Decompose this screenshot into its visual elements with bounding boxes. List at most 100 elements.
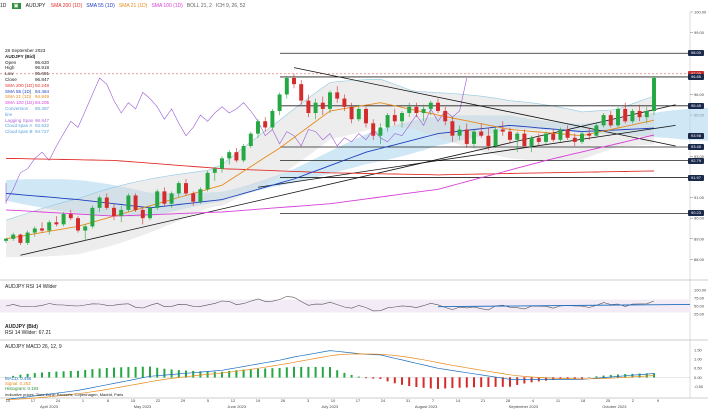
x-tick-label: 1 — [82, 398, 85, 403]
ohlc-row: Conversion line 95.387 — [5, 106, 65, 118]
ohlc-value: 95.387 — [35, 105, 50, 111]
candle-body — [162, 191, 167, 204]
candle-body — [644, 110, 649, 118]
rsi-tick-label: 25.00 — [694, 312, 705, 317]
candle-body — [407, 106, 412, 114]
macd-histogram-bar — [516, 377, 519, 385]
candle-body — [335, 92, 340, 99]
candle-body — [241, 146, 246, 161]
candle-body — [320, 102, 325, 109]
macd-histogram-bar — [350, 374, 353, 378]
candle-body — [342, 98, 347, 107]
x-month-label: October 2023 — [602, 404, 627, 409]
macd-histogram-bar — [343, 372, 346, 378]
indicator-legend-item[interactable]: SMA 200 (1D) — [50, 3, 83, 9]
candle-body — [580, 133, 584, 142]
macd-tick-label: 0.50 — [694, 366, 703, 371]
macd-histogram-bar — [465, 377, 468, 388]
timeframe-label[interactable]: 1D — [0, 3, 7, 9]
indicator-legend-item[interactable]: SMA 55 (1D) — [86, 3, 115, 9]
candle-body — [184, 183, 188, 194]
x-month-label: April 2023 — [40, 404, 59, 409]
candle-body — [378, 127, 383, 136]
ohlc-value: 94.949 — [35, 94, 50, 100]
candle-body — [565, 129, 570, 138]
candle-body — [630, 110, 635, 122]
macd-histogram-bar — [509, 377, 511, 387]
candle-body — [313, 102, 318, 114]
ohlc-value: 96.847 — [35, 76, 50, 82]
macd-histogram-bar — [429, 377, 432, 389]
x-tick-label: 19 — [256, 398, 261, 403]
candle-body — [248, 133, 253, 146]
macd-histogram-bar — [595, 376, 598, 378]
price-level-box[interactable]: 97.00 — [688, 70, 704, 77]
x-tick-label: 29 — [181, 398, 186, 403]
x-tick-label: 8 — [107, 398, 110, 403]
macd-histogram-bar — [653, 373, 655, 378]
indicator-legend: SMA 200 (1D) SMA 55 (1D) SMA 21 (1D) SMA 10… — [51, 3, 250, 9]
x-tick-label: 14 — [456, 398, 461, 403]
candle-body — [119, 209, 124, 217]
candle-body — [594, 125, 599, 136]
candle-body — [299, 84, 304, 101]
x-tick-label: 5 — [207, 398, 210, 403]
candle-body — [450, 121, 455, 136]
symbol-label[interactable]: AUDJPY — [25, 3, 46, 9]
macd-histogram-bar — [314, 366, 317, 378]
ohlc-key: Cloud span A — [5, 123, 33, 129]
ohlc-key: Open — [5, 59, 17, 65]
macd-histogram-bar — [365, 377, 367, 379]
candle-body — [392, 115, 397, 122]
price-level-box[interactable]: 98.00 — [688, 50, 704, 57]
candle-body — [191, 193, 196, 202]
macd-histogram-bar — [336, 370, 339, 378]
ohlc-title: AUDJPY (Bid) — [5, 53, 36, 59]
macd-histogram-bar — [69, 371, 72, 378]
ohlc-key: SMA 55 (1D) — [5, 88, 32, 94]
macd-histogram-bar — [163, 368, 166, 378]
candle-body — [486, 135, 491, 146]
symbol-badge[interactable]: ▣ — [11, 3, 21, 9]
macd-histogram-bar — [300, 366, 303, 378]
ohlc-row: Open 95.620 — [5, 60, 65, 66]
ohlc-key: SMA 200 (1D) — [5, 82, 34, 88]
indicator-legend-item[interactable]: BOLL 21, 2 — [186, 3, 212, 9]
candle-body — [54, 222, 59, 225]
price-level-box[interactable]: 91.97 — [688, 174, 704, 181]
ohlc-key: Lagging Span — [5, 117, 34, 123]
rsi-band — [0, 299, 690, 313]
candle-body — [652, 77, 656, 111]
x-tick-label: 7 — [432, 398, 435, 403]
macd-histogram-bar — [393, 377, 396, 384]
candle-body — [76, 218, 80, 231]
price-level-box[interactable]: 93.98 — [688, 133, 704, 140]
candle-body — [205, 172, 210, 190]
candle-body — [83, 226, 88, 231]
candle-body — [306, 100, 311, 114]
candle-body — [623, 108, 628, 122]
macd-histogram-bar — [156, 367, 159, 378]
ohlc-row: Cloud span A 93.622 — [5, 123, 65, 129]
sma-line — [5, 124, 655, 209]
price-level-box[interactable]: 92.79 — [688, 157, 704, 164]
macd-histogram-bar — [55, 371, 58, 378]
x-tick-label: 17 — [31, 398, 36, 403]
macd-histogram-bar — [120, 367, 123, 378]
candle-body — [292, 77, 296, 85]
ohlc-row: SMA 100 (1D) 94.205 — [5, 100, 65, 106]
price-level-box[interactable]: 95.45 — [688, 102, 704, 109]
indicator-legend-item[interactable]: SMA 100 (1D) — [151, 3, 183, 9]
candle-body — [544, 133, 548, 142]
macd-histogram-bar — [487, 377, 490, 388]
candle-body — [68, 214, 73, 219]
price-level-box[interactable]: 90.23 — [688, 210, 704, 217]
price-level-box[interactable]: 93.45 — [688, 144, 704, 151]
indicator-legend-item[interactable]: SMA 21 (1D) — [118, 3, 148, 9]
y-tick-label: 90.00 — [694, 216, 705, 221]
rsi-tick-label: 75.00 — [694, 296, 705, 301]
candle-body — [529, 137, 534, 146]
price-level-box[interactable]: 96.85 — [688, 73, 704, 80]
indicator-legend-item[interactable]: ICH 9, 26, 52 — [215, 3, 246, 9]
